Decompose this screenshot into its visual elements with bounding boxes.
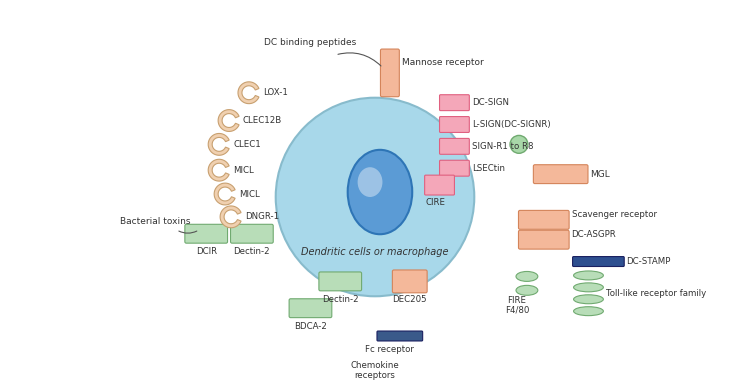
Ellipse shape bbox=[348, 150, 412, 234]
Text: SIGN-R1 to R8: SIGN-R1 to R8 bbox=[472, 142, 534, 151]
FancyBboxPatch shape bbox=[424, 175, 454, 195]
FancyBboxPatch shape bbox=[518, 211, 569, 229]
Text: CLEC1: CLEC1 bbox=[233, 140, 261, 149]
FancyBboxPatch shape bbox=[380, 49, 399, 97]
Text: Toll-like receptor family: Toll-like receptor family bbox=[606, 289, 706, 298]
Polygon shape bbox=[220, 206, 241, 228]
Text: MICL: MICL bbox=[239, 189, 260, 198]
FancyBboxPatch shape bbox=[377, 331, 423, 341]
Text: MICL: MICL bbox=[233, 166, 254, 175]
Text: Dectin-2: Dectin-2 bbox=[322, 295, 358, 304]
Text: Dectin-2: Dectin-2 bbox=[233, 247, 270, 256]
FancyBboxPatch shape bbox=[184, 224, 227, 243]
Text: LOX-1: LOX-1 bbox=[262, 88, 288, 97]
Ellipse shape bbox=[510, 135, 528, 153]
Text: DC binding peptides: DC binding peptides bbox=[264, 38, 356, 47]
Text: DC-ASGPR: DC-ASGPR bbox=[572, 230, 616, 239]
FancyBboxPatch shape bbox=[392, 270, 427, 293]
Text: Dendritic cells or macrophage: Dendritic cells or macrophage bbox=[302, 247, 448, 257]
Text: DNGR-1: DNGR-1 bbox=[245, 212, 279, 221]
FancyBboxPatch shape bbox=[518, 230, 569, 249]
Text: CIRE: CIRE bbox=[425, 198, 445, 207]
Text: DC-STAMP: DC-STAMP bbox=[626, 257, 670, 266]
Ellipse shape bbox=[516, 285, 538, 295]
Polygon shape bbox=[214, 183, 236, 205]
FancyBboxPatch shape bbox=[289, 299, 332, 318]
FancyBboxPatch shape bbox=[440, 160, 470, 176]
Text: CLEC12B: CLEC12B bbox=[243, 116, 282, 125]
Text: Bacterial toxins: Bacterial toxins bbox=[120, 217, 190, 226]
Text: DC-SIGN: DC-SIGN bbox=[472, 98, 509, 107]
Polygon shape bbox=[209, 159, 230, 181]
FancyBboxPatch shape bbox=[572, 257, 624, 267]
Text: BDCA-2: BDCA-2 bbox=[294, 321, 327, 330]
Text: L-SIGN(DC-SIGNR): L-SIGN(DC-SIGNR) bbox=[472, 120, 551, 129]
Text: Scavenger receptor: Scavenger receptor bbox=[572, 211, 656, 220]
FancyBboxPatch shape bbox=[440, 138, 470, 154]
Polygon shape bbox=[209, 133, 230, 155]
Ellipse shape bbox=[574, 307, 603, 316]
Text: Fc receptor: Fc receptor bbox=[365, 345, 414, 354]
Ellipse shape bbox=[516, 272, 538, 281]
Polygon shape bbox=[238, 82, 259, 103]
Polygon shape bbox=[218, 110, 239, 131]
Ellipse shape bbox=[574, 295, 603, 304]
Ellipse shape bbox=[574, 271, 603, 280]
Circle shape bbox=[276, 98, 474, 296]
FancyBboxPatch shape bbox=[533, 165, 588, 183]
Text: Mannose receptor: Mannose receptor bbox=[402, 58, 484, 67]
Text: MGL: MGL bbox=[590, 170, 610, 179]
Text: F4/80: F4/80 bbox=[505, 306, 530, 315]
Text: FIRE: FIRE bbox=[508, 296, 526, 305]
FancyBboxPatch shape bbox=[319, 272, 362, 291]
Ellipse shape bbox=[574, 283, 603, 292]
FancyBboxPatch shape bbox=[440, 116, 470, 132]
Ellipse shape bbox=[358, 167, 382, 197]
Text: LSECtin: LSECtin bbox=[472, 164, 506, 173]
FancyBboxPatch shape bbox=[230, 224, 273, 243]
Text: DCIR: DCIR bbox=[196, 247, 217, 256]
Text: DEC205: DEC205 bbox=[392, 295, 427, 304]
Text: Chemokine
receptors: Chemokine receptors bbox=[350, 361, 399, 381]
FancyBboxPatch shape bbox=[440, 95, 470, 111]
